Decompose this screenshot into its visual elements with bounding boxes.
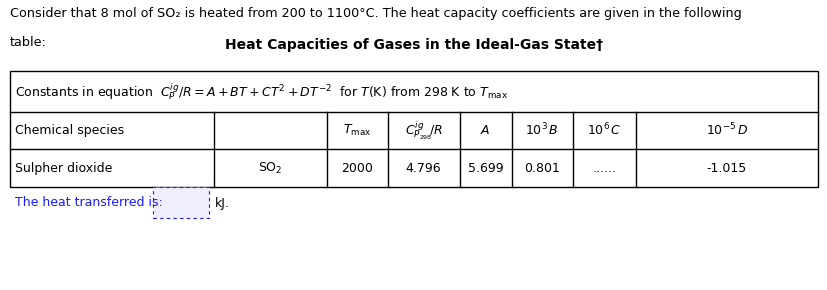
Text: $10^{-5}\,D$: $10^{-5}\,D$: [705, 122, 748, 139]
Text: The heat transferred is:: The heat transferred is:: [15, 197, 162, 209]
Text: Consider that 8 mol of SO₂ is heated from 200 to 1100°C. The heat capacity coeff: Consider that 8 mol of SO₂ is heated fro…: [10, 7, 741, 20]
Text: $10^6\,C$: $10^6\,C$: [586, 122, 621, 139]
Text: table:: table:: [10, 36, 47, 49]
Text: $10^3\,B$: $10^3\,B$: [525, 122, 558, 139]
Text: Sulpher dioxide: Sulpher dioxide: [15, 162, 112, 175]
Text: ......: ......: [592, 162, 615, 175]
Text: 0.801: 0.801: [523, 162, 560, 175]
Text: SO$_2$: SO$_2$: [258, 161, 282, 176]
Text: $T_{\mathrm{max}}$: $T_{\mathrm{max}}$: [342, 123, 371, 138]
Text: Chemical species: Chemical species: [15, 124, 124, 137]
Text: kJ.: kJ.: [214, 197, 229, 209]
Text: -1.015: -1.015: [706, 162, 746, 175]
Text: $A$: $A$: [480, 124, 490, 137]
Text: 4.796: 4.796: [405, 162, 441, 175]
Text: $C^{ig}_{P_{298}}\!/R$: $C^{ig}_{P_{298}}\!/R$: [404, 119, 442, 142]
Text: 5.699: 5.699: [467, 162, 503, 175]
Text: 2000: 2000: [341, 162, 373, 175]
Text: Heat Capacities of Gases in the Ideal-Gas State†: Heat Capacities of Gases in the Ideal-Ga…: [225, 38, 602, 52]
Text: Constants in equation  $C_P^{ig}/R = A + BT + CT^2 + DT^{-2}$  for $T$(K) from 2: Constants in equation $C_P^{ig}/R = A + …: [15, 81, 507, 102]
